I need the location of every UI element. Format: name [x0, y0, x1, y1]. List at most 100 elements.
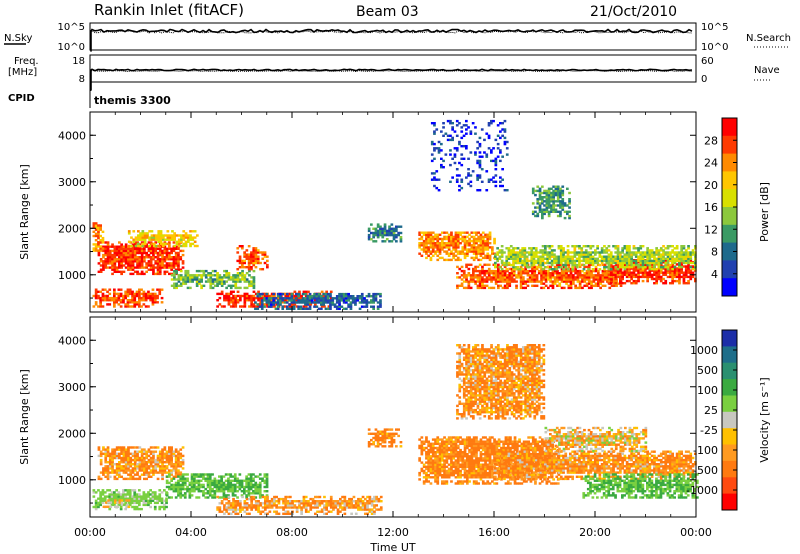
heatmap-cell: [218, 276, 222, 279]
heatmap-cell: [512, 266, 515, 269]
heatmap-cell: [163, 448, 167, 451]
heatmap-cell: [234, 506, 238, 509]
heatmap-cell: [188, 481, 192, 485]
heatmap-cell: [140, 497, 143, 500]
heatmap-cell: [152, 244, 156, 248]
heatmap-cell: [108, 471, 112, 474]
heatmap-cell: [507, 247, 511, 250]
heatmap-cell: [512, 255, 515, 258]
heatmap-cell: [153, 507, 157, 511]
heatmap-cell: [106, 247, 110, 250]
heatmap-cell: [94, 491, 98, 494]
heatmap-cell: [152, 272, 155, 276]
heatmap-cell: [659, 261, 663, 265]
heatmap-cell: [437, 149, 441, 152]
heatmap-cell: [268, 294, 272, 298]
heatmap-cell: [158, 454, 162, 458]
heatmap-cell: [227, 278, 231, 281]
heatmap-cell: [289, 292, 292, 296]
heatmap-cell: [476, 176, 479, 179]
heatmap-cell: [388, 229, 391, 233]
heatmap-cell: [227, 487, 230, 491]
heatmap-cell: [159, 240, 163, 243]
heatmap-cell: [581, 263, 584, 266]
heatmap-cell: [479, 244, 483, 247]
heatmap-cell: [189, 280, 192, 283]
heatmap-cell: [537, 261, 540, 265]
heatmap-cell: [481, 248, 485, 251]
heatmap-cell: [543, 191, 546, 195]
heatmap-cell: [565, 272, 568, 275]
heatmap-cell: [171, 238, 174, 241]
heatmap-cell: [569, 276, 573, 279]
heatmap-cell: [354, 299, 357, 302]
heatmap-cell: [190, 483, 194, 487]
heatmap-cell: [120, 446, 123, 449]
heatmap-cell: [258, 292, 262, 296]
heatmap-cell: [653, 277, 656, 281]
heatmap-cell: [276, 299, 280, 302]
heatmap-cell: [591, 251, 595, 254]
heatmap-cell: [152, 270, 155, 273]
heatmap-cell: [126, 305, 130, 308]
heatmap-cell: [381, 236, 385, 239]
heatmap-cell: [587, 257, 590, 260]
heatmap-cell: [297, 292, 300, 296]
heatmap-cell: [664, 257, 668, 260]
heatmap-cell: [452, 256, 455, 260]
heatmap-cell: [476, 276, 480, 279]
heatmap-cell: [274, 307, 278, 310]
heatmap-cell: [120, 499, 124, 502]
heatmap-cell: [163, 471, 167, 474]
heatmap-cell: [662, 253, 665, 256]
nsky-tick-bottom: 10^0: [58, 42, 85, 53]
heatmap-cell: [265, 297, 269, 300]
heatmap-cell: [470, 248, 474, 251]
heatmap-cell: [550, 187, 553, 190]
heatmap-cell: [163, 247, 167, 250]
heatmap-cell: [662, 271, 665, 274]
heatmap-cell: [99, 270, 103, 273]
heatmap-cell: [347, 295, 350, 298]
heatmap-cell: [641, 253, 645, 256]
heatmap-cell: [108, 467, 112, 470]
heatmap-cell: [481, 244, 485, 247]
heatmap-cell: [517, 272, 521, 275]
heatmap-cell: [630, 251, 633, 254]
heatmap-cell: [129, 471, 133, 474]
heatmap-cell: [254, 261, 258, 265]
heatmap-cell: [220, 483, 223, 487]
heatmap-cell: [234, 301, 238, 304]
heatmap-cell: [594, 284, 598, 287]
heatmap-cell: [340, 292, 344, 296]
heatmap-cell: [507, 257, 511, 260]
heatmap-cell: [580, 247, 584, 250]
heatmap-cell: [152, 256, 155, 259]
heatmap-cell: [200, 278, 203, 281]
heatmap-cell: [170, 477, 173, 481]
heatmap-cell: [479, 233, 483, 236]
heatmap-cell: [145, 450, 148, 453]
heatmap-cell: [491, 252, 494, 255]
heatmap-cell: [687, 263, 690, 266]
heatmap-cell: [118, 501, 122, 504]
heatmap-cell: [556, 280, 559, 283]
heatmap-cell: [193, 240, 197, 243]
heatmap-cell: [104, 258, 108, 261]
heatmap-cell: [92, 491, 96, 494]
heatmap-cell: [431, 246, 435, 249]
heatmap-cell: [351, 295, 355, 298]
heatmap-cell: [641, 268, 645, 271]
heatmap-cell: [250, 305, 253, 308]
heatmap-cell: [466, 254, 469, 257]
heatmap-cell: [562, 280, 566, 283]
heatmap-cell: [133, 251, 137, 255]
heatmap-cell: [503, 251, 506, 254]
heatmap-cell: [543, 196, 546, 199]
heatmap-cell: [195, 282, 199, 285]
heatmap-cell: [465, 280, 468, 283]
heatmap-cell: [461, 237, 465, 241]
heatmap-cell: [179, 448, 183, 451]
heatmap-cell: [435, 170, 439, 173]
heatmap-cell: [476, 284, 480, 287]
